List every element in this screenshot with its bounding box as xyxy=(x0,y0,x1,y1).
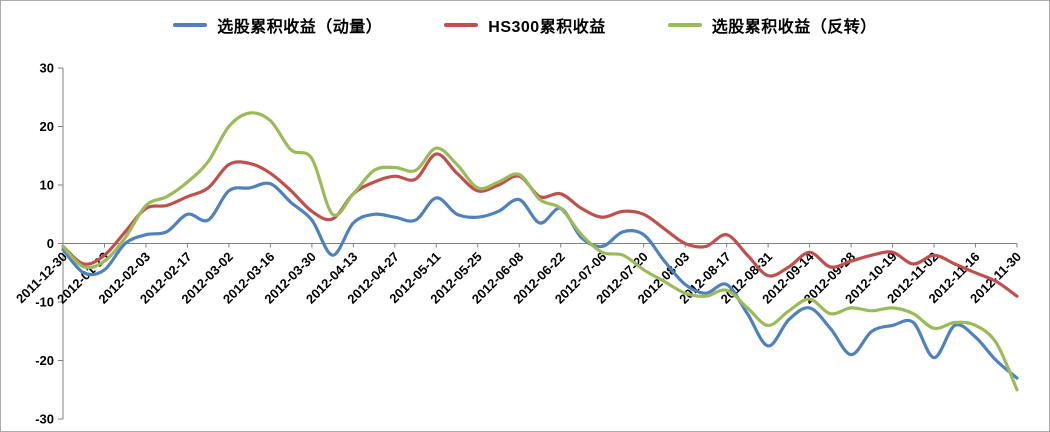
legend-swatch-hs300 xyxy=(444,23,479,27)
legend-item-hs300: HS300累积收益 xyxy=(444,13,605,37)
y-tick-label: -30 xyxy=(35,412,54,427)
series-line-1 xyxy=(61,152,1019,298)
y-tick-label: 30 xyxy=(40,61,54,76)
legend-label-momentum: 选股累积收益（动量） xyxy=(217,19,383,36)
legend-label-hs300: HS300累积收益 xyxy=(488,19,606,36)
y-tick-label: 0 xyxy=(47,236,54,251)
series-line-2 xyxy=(61,111,1019,392)
chart-legend: 选股累积收益（动量） HS300累积收益 选股累积收益（反转） xyxy=(1,1,1049,47)
chart-svg: 3020100-10-20-302011-12-302012-01-132012… xyxy=(13,61,1024,427)
series-line-0 xyxy=(61,181,1019,380)
y-tick-label: -20 xyxy=(35,353,54,368)
legend-item-momentum: 选股累积收益（动量） xyxy=(173,13,382,37)
legend-item-reversal: 选股累积收益（反转） xyxy=(667,13,877,37)
legend-swatch-momentum xyxy=(173,23,208,27)
y-tick-label: 10 xyxy=(40,178,54,193)
y-tick-label: -10 xyxy=(35,295,54,310)
y-tick-label: 20 xyxy=(40,119,54,134)
legend-swatch-reversal xyxy=(667,23,702,27)
legend-label-reversal: 选股累积收益（反转） xyxy=(711,19,877,36)
